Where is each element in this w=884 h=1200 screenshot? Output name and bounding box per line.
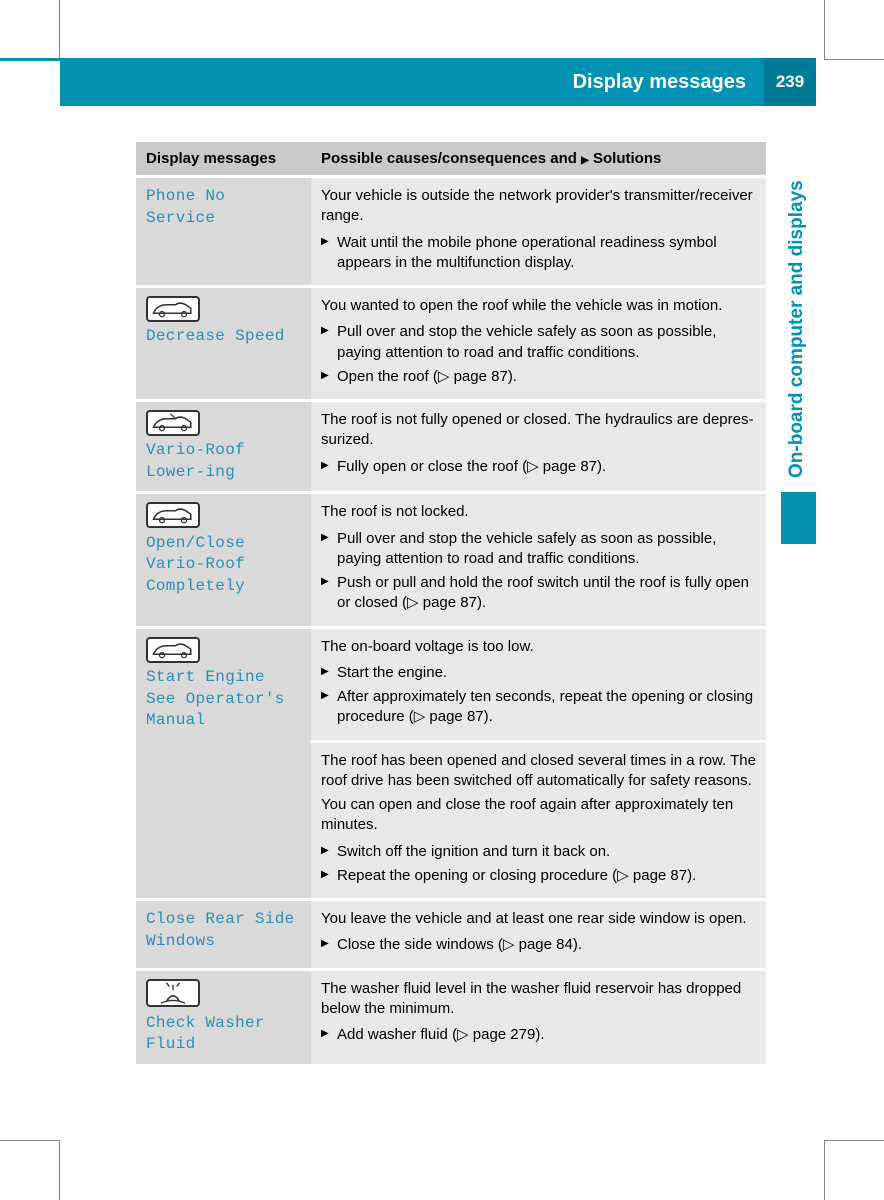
cause-openclose: The roof is not locked. (321, 502, 756, 522)
msg-washer: Check Washer Fluid (146, 1014, 265, 1054)
convertible-lowering-icon (146, 410, 200, 436)
table-header-row: Display messages Possible causes/consequ… (136, 142, 766, 177)
display-messages-table: Display messages Possible causes/consequ… (136, 142, 766, 1067)
row-open-close: Open/Close Vario-Roof Completely The roo… (136, 493, 766, 627)
sol-rw-1: Close the side windows (▷ page 84). (321, 935, 756, 955)
row-phone: Phone No Service Your vehicle is outside… (136, 177, 766, 287)
side-tab (781, 492, 816, 544)
row-washer: Check Washer Fluid The washer fluid leve… (136, 969, 766, 1065)
msg-startengine: Start Engine See Operator's Manual (146, 668, 285, 729)
crop-mark-tl (0, 0, 60, 60)
sol-lowering-1: Fully open or close the roof (▷ page 87)… (321, 457, 756, 477)
sol-se2-2: Repeat the opening or closing procedure … (321, 866, 756, 886)
cause-decrease: You wanted to open the roof while the ve… (321, 296, 756, 316)
header-col2-post: Solutions (589, 150, 662, 167)
header-col-solutions: Possible causes/consequences and ▶ Solut… (311, 142, 766, 177)
sol-list-startengine-1: Start the engine. After approximately te… (321, 663, 756, 728)
sol-se1-1: Start the engine. (321, 663, 756, 683)
sol-list-washer: Add washer fluid (▷ page 279). (321, 1025, 756, 1045)
sol-se1-2: After approximately ten seconds, repeat … (321, 687, 756, 728)
convertible-openclose-icon (146, 502, 200, 528)
sol-list-phone: Wait until the mobile phone operational … (321, 233, 756, 274)
cause-washer: The washer fluid level in the washer flu… (321, 979, 756, 1020)
header-accent-line (0, 58, 60, 61)
crop-mark-br (824, 1140, 884, 1200)
convertible-engine-icon (146, 637, 200, 663)
cause-startengine-2a: The roof has been opened and closed seve… (321, 751, 756, 792)
sol-list-decrease: Pull over and stop the vehicle safely as… (321, 322, 756, 387)
msg-rearwindows: Close Rear Side Windows (146, 910, 295, 950)
sol-decrease-2: Open the roof (▷ page 87). (321, 367, 756, 387)
washer-fluid-icon (146, 979, 200, 1007)
msg-lowering: Vario-Roof Lower‐ing (146, 441, 245, 481)
row-rear-windows: Close Rear Side Windows You leave the ve… (136, 900, 766, 970)
header-bar: Display messages (60, 58, 764, 106)
sol-list-rearwindows: Close the side windows (▷ page 84). (321, 935, 756, 955)
sol-list-openclose: Pull over and stop the vehicle safely as… (321, 529, 756, 614)
convertible-open-icon (146, 296, 200, 322)
cause-phone: Your vehicle is outside the network prov… (321, 186, 756, 227)
cause-startengine-2b: You can open and close the roof again af… (321, 795, 756, 836)
crop-mark-tr (824, 0, 884, 60)
sol-openclose-1: Pull over and stop the vehicle safely as… (321, 529, 756, 570)
cause-startengine-1: The on-board voltage is too low. (321, 637, 756, 657)
sol-se2-1: Switch off the ignition and turn it back… (321, 842, 756, 862)
crop-mark-bl (0, 1140, 60, 1200)
msg-phone: Phone No Service (146, 187, 225, 227)
msg-openclose: Open/Close Vario-Roof Completely (146, 534, 245, 595)
side-section-label: On-board computer and displays (786, 180, 808, 478)
cause-rearwindows: You leave the vehicle and at least one r… (321, 909, 756, 929)
header-col-messages: Display messages (136, 142, 311, 177)
sol-list-startengine-2: Switch off the ignition and turn it back… (321, 842, 756, 887)
row-decrease-speed: Decrease Speed You wanted to open the ro… (136, 287, 766, 401)
row-vario-lowering: Vario-Roof Lower‐ing The roof is not ful… (136, 401, 766, 493)
header-title: Display messages (573, 71, 746, 94)
cause-lowering: The roof is not fully opened or closed. … (321, 410, 756, 451)
sol-list-lowering: Fully open or close the roof (▷ page 87)… (321, 457, 756, 477)
page-number: 239 (764, 58, 816, 106)
header-col2-pre: Possible causes/consequences and (321, 150, 581, 167)
row-start-engine: Start Engine See Operator's Manual The o… (136, 627, 766, 900)
sol-openclose-2: Push or pull and hold the roof switch un… (321, 573, 756, 614)
sol-decrease-1: Pull over and stop the vehicle safely as… (321, 322, 756, 363)
msg-decrease: Decrease Speed (146, 327, 285, 345)
sol-washer-1: Add washer fluid (▷ page 279). (321, 1025, 756, 1045)
sol-phone-1: Wait until the mobile phone operational … (321, 233, 756, 274)
triangle-icon: ▶ (581, 155, 589, 166)
